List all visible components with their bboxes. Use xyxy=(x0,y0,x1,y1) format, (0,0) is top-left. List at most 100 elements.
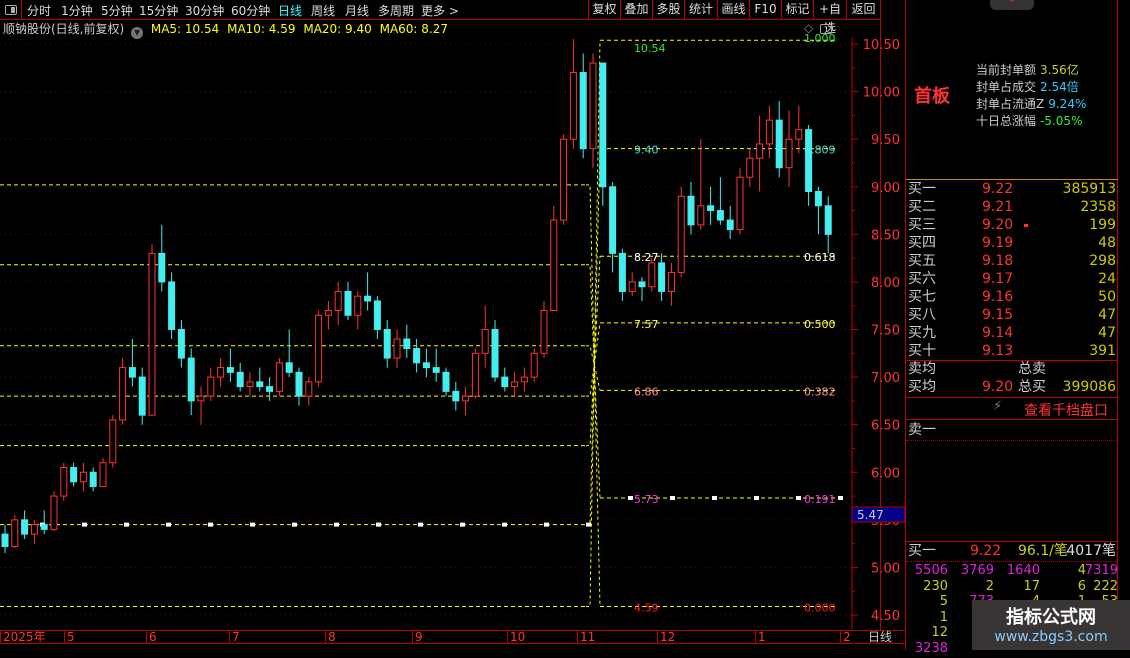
seal-order-stats: 当前封单额 3.56亿 封单占成交 2.54倍 封单占流通Z 9.24% 十日总涨幅 -5.0… xyxy=(976,62,1086,130)
seal-stat-row: 封单占流通Z 9.24% xyxy=(976,96,1086,113)
queue-cell: 3238 xyxy=(914,640,948,656)
tab-2[interactable]: 5分钟 xyxy=(101,4,133,18)
tab-4[interactable]: 30分钟 xyxy=(185,4,225,18)
bid-level-label: 买六 xyxy=(908,271,936,287)
candle-body xyxy=(295,371,303,397)
candle-body xyxy=(148,252,156,416)
candle xyxy=(540,300,548,359)
bid-price: 9.19 xyxy=(982,235,1014,251)
fib-marker xyxy=(754,495,759,500)
dropdown-icon[interactable]: ▼ xyxy=(131,27,144,39)
candle-body xyxy=(530,352,538,378)
candle xyxy=(746,148,754,187)
fib-marker xyxy=(124,522,129,527)
bid-price: 9.13 xyxy=(982,343,1014,359)
bid-price: 9.18 xyxy=(982,253,1014,269)
toolbar-button-0[interactable]: 复权 xyxy=(588,0,620,19)
candle-body xyxy=(805,129,813,193)
quote-panel: 首板 当前封单额 3.56亿 封单占成交 2.54倍 封单占流通Z 9.24% 十日总涨幅 -… xyxy=(905,0,1118,656)
kline-chart[interactable]: 10.50 10.00 9.50 9.00 8.50 8.00 7.50 7.00 6.50 6.… xyxy=(0,0,905,630)
candle xyxy=(491,319,499,382)
candle-body xyxy=(462,395,470,402)
fib-price-label: 9.40 xyxy=(634,144,659,157)
toolbar-button-1[interactable]: 叠加 xyxy=(620,0,652,19)
tab-10[interactable]: 更多 > xyxy=(421,4,459,18)
candle xyxy=(756,115,764,192)
candle-body xyxy=(579,72,587,150)
fib-marker xyxy=(670,495,675,500)
fib-price-label: 8.27 xyxy=(634,251,659,264)
seal-stat-value: 9.24% xyxy=(1048,97,1087,111)
candle-body xyxy=(452,390,460,402)
fib-marker xyxy=(502,522,507,527)
candle-body xyxy=(432,367,440,373)
change-marker-icon xyxy=(1024,224,1028,227)
candle xyxy=(364,272,372,311)
diamond-icon[interactable]: ◇ xyxy=(804,21,814,35)
time-tick-label: 5 xyxy=(64,631,75,644)
tab-9[interactable]: 多周期 xyxy=(378,4,415,18)
tab-1[interactable]: 1分钟 xyxy=(61,4,93,18)
fib-marker xyxy=(166,522,171,527)
price-tick-label: 10.00 xyxy=(863,86,900,101)
candle xyxy=(609,181,617,273)
bid-level-label: 买四 xyxy=(908,235,936,251)
candle-body xyxy=(393,338,401,359)
fib-price-label: 5.73 xyxy=(634,493,659,506)
thousand-level-link[interactable]: 查看千档盘口 xyxy=(1024,403,1108,419)
tab-5[interactable]: 60分钟 xyxy=(231,4,271,18)
candle-body xyxy=(236,371,244,388)
queue-header: 买一 9.22 96.1/笔 4017笔 xyxy=(906,542,1118,561)
candle xyxy=(481,305,489,368)
bid-volume: 48 xyxy=(1098,235,1116,251)
fib-marker xyxy=(796,495,801,500)
bid-row: 买四 9.19 48 xyxy=(906,234,1118,253)
ma10-value: MA10: 4.59 xyxy=(227,22,296,36)
tab-3[interactable]: 15分钟 xyxy=(139,4,179,18)
collapse-up-icon[interactable]: ⌃ xyxy=(990,0,1034,10)
tab-8[interactable]: 月线 xyxy=(345,4,370,18)
toolbar-button-8[interactable]: 返回 xyxy=(846,0,880,19)
toolbar-button-3[interactable]: 统计 xyxy=(684,0,717,19)
sell1-label: 卖一 xyxy=(908,422,936,438)
toolbar-button-6[interactable]: 标记 xyxy=(781,0,813,19)
candle-body xyxy=(471,352,479,397)
bid-level-label: 买九 xyxy=(908,325,936,341)
seal-stat-label: 封单占流通Z xyxy=(976,97,1045,111)
sidebar-toggle-icon[interactable] xyxy=(0,0,22,20)
toolbar-button-4[interactable]: 画线 xyxy=(717,0,749,19)
candle xyxy=(158,224,166,292)
seal-stat-value: 3.56亿 xyxy=(1040,63,1079,77)
fib-ratio-label: 0.191 xyxy=(804,493,836,506)
fib-marker xyxy=(418,522,423,527)
total-buy-value: 399086 xyxy=(1062,379,1116,395)
bid-row: 买九 9.14 47 xyxy=(906,324,1118,343)
candle xyxy=(413,339,421,373)
queue-cell: 230 xyxy=(923,578,948,594)
toolbar-button-5[interactable]: F10 xyxy=(749,0,781,19)
candle-body xyxy=(687,195,695,226)
toolbar-button-2[interactable]: 多股 xyxy=(652,0,684,19)
seal-stat-label: 当前封单额 xyxy=(976,63,1037,77)
watermark: 指标公式网 www.zbgs3.com xyxy=(972,600,1130,650)
tab-0[interactable]: 分时 xyxy=(27,4,52,18)
candle xyxy=(442,367,450,397)
bid-volume: 24 xyxy=(1098,271,1116,287)
candle xyxy=(422,348,430,378)
tab-7[interactable]: 周线 xyxy=(311,4,336,18)
ma60-value: MA60: 8.27 xyxy=(379,22,449,36)
candle xyxy=(207,367,215,401)
seal-stat-value: -5.05% xyxy=(1040,114,1083,128)
candle-body xyxy=(667,271,675,292)
candle xyxy=(99,457,107,488)
candle-body xyxy=(726,219,734,231)
candle-body xyxy=(1,533,9,547)
panel-toggle-icon[interactable] xyxy=(820,24,832,34)
fib-transition-line xyxy=(586,256,601,447)
tab-6[interactable]: 日线 xyxy=(278,4,303,18)
candle xyxy=(707,186,715,225)
candle xyxy=(589,53,597,168)
queue-cell: 5 xyxy=(939,594,948,609)
fib-price-label: 6.86 xyxy=(634,385,659,398)
candle-body xyxy=(413,348,421,364)
